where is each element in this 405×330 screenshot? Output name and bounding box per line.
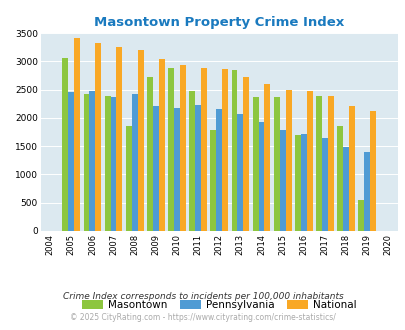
Bar <box>83 94 89 231</box>
Bar <box>152 106 158 231</box>
Bar <box>337 126 342 231</box>
Bar <box>264 84 270 231</box>
Bar <box>116 47 122 231</box>
Bar <box>195 105 200 231</box>
Bar <box>285 89 291 231</box>
Bar <box>158 59 164 231</box>
Bar <box>216 109 222 231</box>
Bar <box>62 58 68 231</box>
Bar <box>89 91 95 231</box>
Bar <box>258 122 264 231</box>
Bar <box>306 91 312 231</box>
Text: © 2025 CityRating.com - https://www.cityrating.com/crime-statistics/: © 2025 CityRating.com - https://www.city… <box>70 313 335 322</box>
Bar <box>358 200 363 231</box>
Bar <box>327 96 333 231</box>
Bar <box>95 43 101 231</box>
Bar <box>110 97 116 231</box>
Bar <box>126 126 131 231</box>
Bar <box>137 50 143 231</box>
Bar <box>237 114 243 231</box>
Legend: Masontown, Pennsylvania, National: Masontown, Pennsylvania, National <box>77 296 360 314</box>
Bar <box>300 134 306 231</box>
Bar <box>231 70 237 231</box>
Bar <box>348 106 354 231</box>
Title: Masontown Property Crime Index: Masontown Property Crime Index <box>94 16 343 29</box>
Text: Crime Index corresponds to incidents per 100,000 inhabitants: Crime Index corresponds to incidents per… <box>62 292 343 301</box>
Bar <box>222 69 228 231</box>
Bar <box>174 108 179 231</box>
Bar <box>68 92 74 231</box>
Bar <box>369 111 375 231</box>
Bar <box>104 96 110 231</box>
Bar <box>252 97 258 231</box>
Bar <box>363 152 369 231</box>
Bar <box>74 38 80 231</box>
Bar <box>131 93 137 231</box>
Bar <box>273 97 279 231</box>
Bar <box>179 65 185 231</box>
Bar <box>342 147 348 231</box>
Bar <box>321 138 327 231</box>
Bar <box>189 91 195 231</box>
Bar <box>210 130 216 231</box>
Bar <box>168 68 174 231</box>
Bar <box>294 135 300 231</box>
Bar <box>147 77 152 231</box>
Bar <box>200 68 207 231</box>
Bar <box>315 96 321 231</box>
Bar <box>279 130 285 231</box>
Bar <box>243 77 249 231</box>
